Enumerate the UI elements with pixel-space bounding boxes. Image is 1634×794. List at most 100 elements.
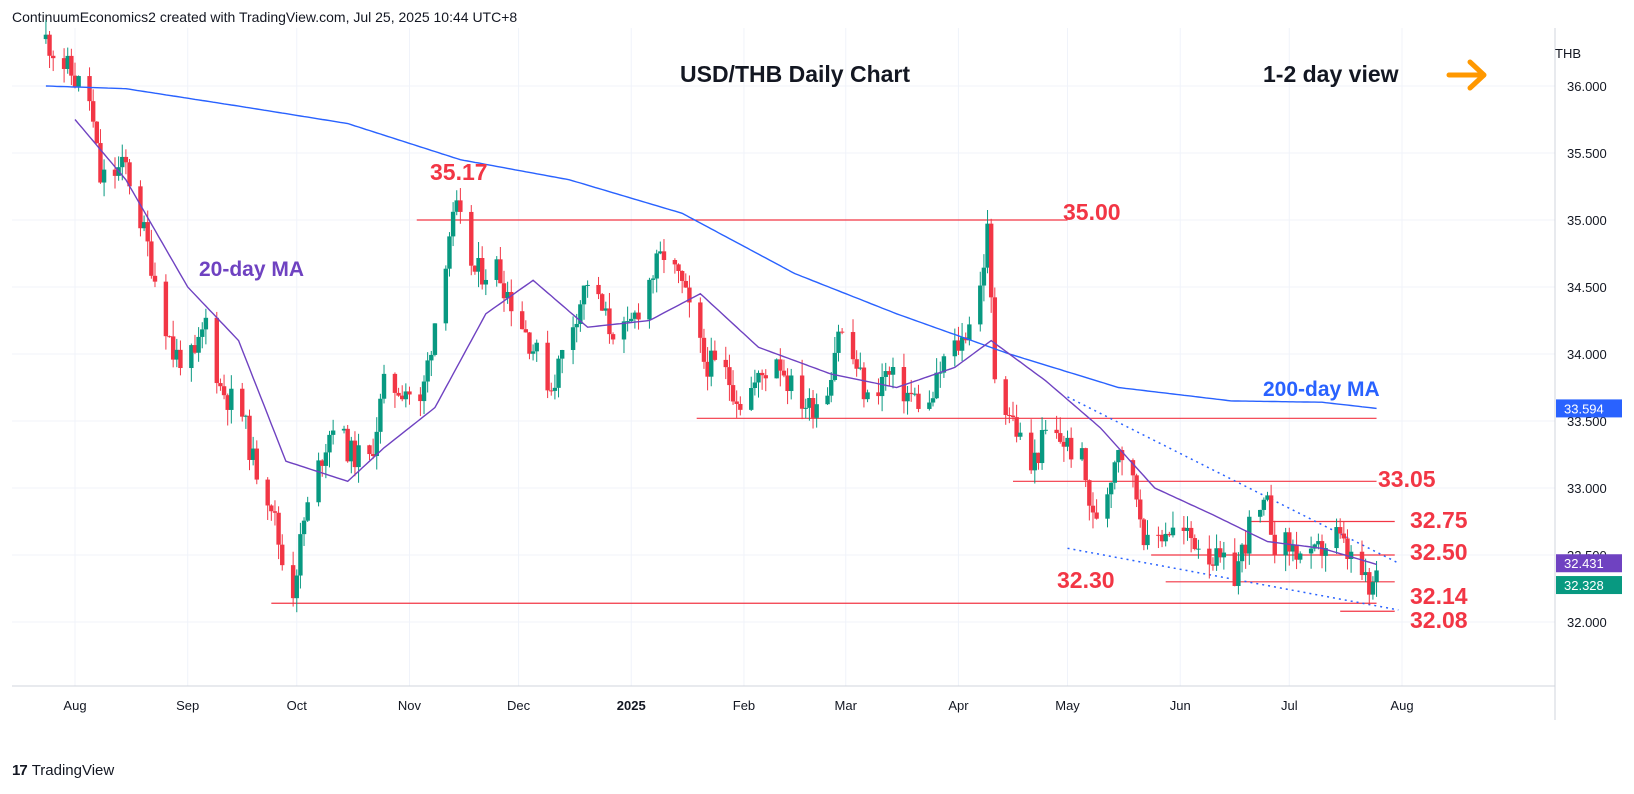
candle-body: [276, 512, 281, 545]
candle-body: [120, 156, 125, 168]
candle-body: [167, 336, 172, 338]
candle-body: [352, 440, 358, 468]
candle-body: [1028, 432, 1034, 471]
candle-body: [549, 390, 554, 392]
candle-body: [701, 337, 707, 362]
candle-body: [320, 460, 325, 466]
candle-body: [290, 565, 296, 599]
candle-body: [1261, 499, 1267, 510]
candle-body: [447, 236, 452, 269]
candle-body: [316, 460, 321, 503]
candle-body: [1370, 582, 1376, 595]
candle-body: [530, 351, 536, 354]
candle-body: [839, 331, 845, 333]
candle-body: [294, 575, 299, 599]
currency-label: THB: [1555, 46, 1581, 61]
candle-body: [501, 283, 507, 299]
candle-body: [978, 285, 983, 325]
candle-body: [781, 370, 787, 376]
candle-body: [1112, 462, 1117, 483]
candle-body: [403, 391, 409, 400]
candle-body: [192, 345, 198, 353]
candle-body: [905, 392, 910, 402]
candle-body: [327, 434, 332, 453]
candle-body: [1363, 572, 1368, 576]
candle-body: [280, 544, 285, 566]
candle-body: [425, 360, 430, 382]
candle-body: [374, 431, 379, 457]
candle-body: [272, 511, 278, 513]
candle-body: [1043, 429, 1048, 431]
candle-body: [523, 329, 529, 333]
candle-body: [1374, 570, 1379, 583]
candle-body: [87, 76, 92, 102]
candle-body: [981, 267, 987, 286]
candle-body: [1065, 437, 1070, 447]
candle-body: [825, 395, 830, 405]
candle-body: [1156, 534, 1161, 536]
candle-body: [1167, 533, 1172, 536]
candle-body: [1323, 548, 1328, 556]
candle-body: [127, 162, 132, 187]
candle-body: [629, 318, 634, 322]
candle-body: [1236, 561, 1241, 586]
candle-body: [789, 375, 794, 392]
candlesticks: [43, 20, 1379, 613]
candle-body: [381, 373, 387, 399]
candle-body: [1334, 527, 1339, 549]
candle-body: [559, 349, 565, 359]
candle-body: [1116, 450, 1121, 463]
candle-body: [1207, 548, 1212, 565]
candle-body: [1287, 532, 1292, 552]
level-label: 35.00: [1063, 199, 1121, 225]
candle-body: [298, 534, 303, 576]
ma20-line: [74, 119, 1377, 566]
candle-body: [890, 367, 896, 375]
candle-body: [1247, 516, 1252, 554]
candle-body: [1214, 548, 1219, 566]
candle-body: [72, 75, 78, 87]
candle-body: [1138, 499, 1143, 520]
candle-body: [1265, 495, 1270, 500]
level-label: 32.50: [1410, 539, 1468, 565]
candle-body: [698, 302, 703, 338]
ma20-label: 20-day MA: [199, 258, 304, 281]
candle-body: [479, 258, 485, 285]
candle-body: [305, 502, 310, 521]
candle-body: [483, 279, 489, 285]
candle-body: [908, 392, 914, 395]
candle-body: [1268, 495, 1274, 535]
level-label: 32.14: [1410, 583, 1468, 609]
candle-body: [1210, 564, 1216, 566]
candle-body: [1083, 448, 1088, 481]
candle-body: [392, 373, 398, 393]
candle-body: [556, 358, 561, 388]
candle-body: [527, 332, 532, 354]
y-tick-label: 35.000: [1567, 213, 1607, 228]
candle-body: [807, 398, 812, 408]
y-tick-label: 32.000: [1567, 615, 1607, 630]
support-resistance-lines: [271, 219, 1395, 612]
candle-body: [396, 392, 401, 396]
candle-body: [1061, 441, 1067, 447]
candle-body: [1232, 552, 1237, 586]
candle-body: [810, 398, 816, 418]
candle-body: [774, 359, 779, 379]
candle-body: [1316, 541, 1321, 545]
candle-body: [679, 271, 685, 281]
moving-average-lines: [45, 85, 1377, 566]
candle-body: [407, 391, 412, 395]
candle-body: [43, 34, 49, 40]
candle-body: [1058, 433, 1063, 442]
tradingview-brand[interactable]: 17 TradingView: [12, 762, 114, 779]
x-tick-label: Jun: [1170, 698, 1191, 713]
price-tag-label: 32.328: [1564, 578, 1604, 593]
candle-body: [330, 430, 336, 435]
candle-body: [250, 448, 256, 460]
candle-body: [658, 251, 663, 254]
candle-body: [581, 285, 587, 305]
candle-body: [552, 387, 558, 391]
x-tick-label: Aug: [1390, 698, 1413, 713]
candle-body: [901, 367, 907, 402]
